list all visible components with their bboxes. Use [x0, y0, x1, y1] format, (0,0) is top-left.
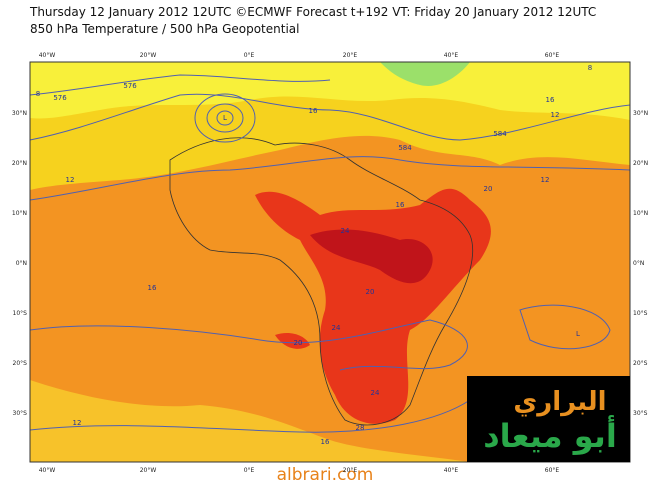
- contour-label: 8: [588, 64, 592, 72]
- watermark-line2: أبو ميعاد: [483, 415, 617, 455]
- lat-label: 20°S: [633, 360, 648, 367]
- lat-label: 30°S: [13, 410, 28, 417]
- lon-label: 60°E: [545, 467, 560, 474]
- low-contour: [194, 93, 256, 143]
- south-band: [30, 380, 470, 462]
- header-subtitle: 850 hPa Temperature / 500 hPa Geopotenti…: [30, 22, 299, 36]
- contour-label: 16: [546, 96, 555, 104]
- contour-label: 12: [73, 419, 82, 427]
- lon-label: 0°E: [244, 467, 255, 474]
- map-frame: [29, 61, 631, 463]
- lon-label: 40°W: [39, 467, 56, 474]
- watermark-line1: البراري: [513, 387, 606, 417]
- lon-label: 20°W: [140, 52, 157, 59]
- contour-label: L: [576, 330, 580, 338]
- lon-label: 20°W: [140, 467, 157, 474]
- lat-label: 10°S: [13, 310, 28, 317]
- contour-label: 20: [294, 339, 303, 347]
- low-contour: [216, 110, 234, 126]
- contour-line: [519, 304, 611, 350]
- contour-line: [29, 399, 471, 433]
- contour-label: 28: [356, 424, 365, 432]
- hottest-zone: [310, 229, 433, 284]
- contour-label: 24: [332, 324, 341, 332]
- header-title: Thursday 12 January 2012 12UTC ©ECMWF Fo…: [29, 5, 596, 19]
- contour-label: 16: [321, 438, 330, 446]
- contour-label: 16: [309, 107, 318, 115]
- lat-label: 10°S: [633, 310, 648, 317]
- contour-line: [29, 156, 631, 201]
- contour-label: 20: [484, 185, 493, 193]
- lat-label: 0°N: [633, 260, 644, 267]
- map-area: [29, 61, 631, 463]
- hot-spot: [275, 333, 310, 349]
- lon-label: 20°E: [343, 467, 358, 474]
- cool-zone: [380, 62, 470, 86]
- coastline: [169, 137, 474, 426]
- lon-label: 40°E: [444, 52, 459, 59]
- lon-label: 0°E: [244, 52, 255, 59]
- contour-label: 12: [66, 176, 75, 184]
- contour-line: [29, 93, 631, 141]
- lon-label: 40°E: [444, 467, 459, 474]
- lat-label: 10°N: [12, 210, 27, 217]
- contour-line: [29, 319, 468, 371]
- contour-line: [29, 74, 331, 96]
- contour-label: 576: [123, 82, 137, 90]
- lat-label: 20°S: [13, 360, 28, 367]
- contour-label: 16: [396, 201, 405, 209]
- contour-label: 12: [541, 176, 550, 184]
- contour-label: 12: [551, 111, 560, 119]
- lat-label: 20°N: [633, 160, 648, 167]
- contour-label: 584: [493, 130, 507, 138]
- contour-label: 8: [36, 90, 40, 98]
- footer-site: albrari.com: [277, 465, 374, 485]
- watermark-box: [467, 376, 630, 462]
- low-contour: [206, 103, 244, 133]
- contour-label: 576: [53, 94, 67, 102]
- contour-label: 24: [341, 227, 350, 235]
- lat-label: 30°N: [12, 110, 27, 117]
- contour-label: 584: [398, 144, 412, 152]
- lat-label: 10°N: [633, 210, 648, 217]
- lat-label: 30°N: [633, 110, 648, 117]
- contour-label: L: [223, 114, 227, 122]
- lon-label: 20°E: [343, 52, 358, 59]
- lat-label: 20°N: [12, 160, 27, 167]
- lon-label: 60°E: [545, 52, 560, 59]
- contour-label: 20: [366, 288, 375, 296]
- lat-label: 0°N: [16, 260, 27, 267]
- lon-label: 40°W: [39, 52, 56, 59]
- hot-zone: [255, 188, 491, 424]
- yellow-zone: [30, 62, 630, 120]
- contour-label: 24: [371, 389, 380, 397]
- contour-label: 16: [148, 284, 157, 292]
- lat-label: 30°S: [633, 410, 648, 417]
